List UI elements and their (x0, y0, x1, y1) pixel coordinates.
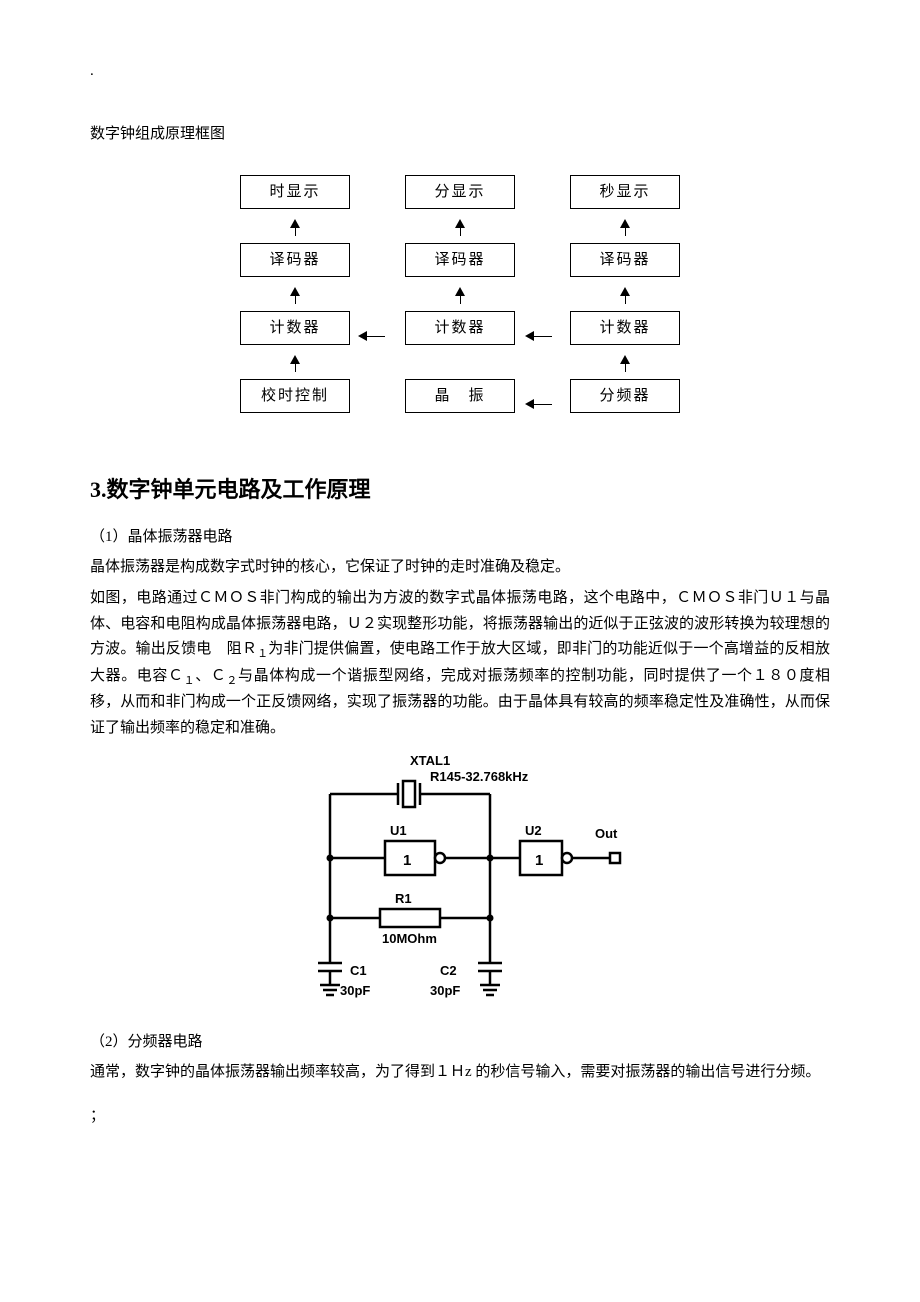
label-xtal: XTAL1 (410, 753, 450, 768)
arrow-up-icon (620, 287, 630, 304)
box-decoder-m: 译码器 (405, 243, 515, 277)
box-min-display: 分显示 (405, 175, 515, 209)
box-counter-s: 计数器 (570, 311, 680, 345)
label-r1: R1 (395, 891, 412, 906)
label-c2val: 30pF (430, 983, 460, 998)
arrow-up-icon (290, 287, 300, 304)
label-c1: C1 (350, 963, 367, 978)
label-c1val: 30pF (340, 983, 370, 998)
label-r1val: 10MOhm (382, 931, 437, 946)
paragraph-3: 通常，数字钟的晶体振荡器输出频率较高，为了得到１Ｈz 的秒信号输入，需要对振荡器… (90, 1060, 830, 1086)
paragraph-2: 如图，电路通过ＣＭＯＳ非门构成的输出为方波的数字式晶体振荡电路，这个电路中，ＣＭ… (90, 586, 830, 741)
arrow-up-icon (455, 287, 465, 304)
label-rfreq: R145-32.768kHz (430, 769, 529, 784)
box-divider: 分频器 (570, 379, 680, 413)
arrow-up-icon (455, 219, 465, 236)
subheading-1: （1）晶体振荡器电路 (90, 526, 830, 549)
box-oscillator: 晶 振 (405, 379, 515, 413)
circuit-diagram: XTAL1 R145-32.768kHz U1 1 U2 1 Out (90, 753, 830, 1013)
label-u2-one: 1 (535, 852, 543, 869)
label-u1: U1 (390, 823, 407, 838)
box-hour-display: 时显示 (240, 175, 350, 209)
arrow-left-icon (358, 331, 385, 341)
p2-part-c: 、Ｃ (195, 668, 226, 684)
sub-r1: １ (257, 648, 268, 660)
arrow-up-icon (620, 355, 630, 372)
page-semicolon: ； (90, 1105, 830, 1128)
arrow-left-icon (525, 399, 552, 409)
box-decoder-s: 译码器 (570, 243, 680, 277)
subheading-2: （2）分频器电路 (90, 1031, 830, 1054)
box-counter-m: 计数器 (405, 311, 515, 345)
arrow-left-icon (525, 331, 552, 341)
diagram-caption: 数字钟组成原理框图 (90, 123, 830, 146)
section-heading: 3.数字钟单元电路及工作原理 (90, 473, 830, 506)
box-time-adjust: 校时控制 (240, 379, 350, 413)
label-u1-one: 1 (403, 852, 411, 869)
label-c2: C2 (440, 963, 457, 978)
arrow-up-icon (620, 219, 630, 236)
sub-c2: ２ (226, 675, 238, 687)
arrow-up-icon (290, 355, 300, 372)
sub-c1: １ (184, 675, 196, 687)
label-out: Out (595, 826, 618, 841)
page-dot: . (90, 60, 830, 83)
arrow-up-icon (290, 219, 300, 236)
box-sec-display: 秒显示 (570, 175, 680, 209)
box-decoder-h: 译码器 (240, 243, 350, 277)
block-diagram: 时显示 分显示 秒显示 译码器 译码器 译码器 计数器 计数器 计数器 校时控制… (240, 175, 680, 413)
paragraph-1: 晶体振荡器是构成数字式时钟的核心，它保证了时钟的走时准确及稳定。 (90, 555, 830, 581)
box-counter-h: 计数器 (240, 311, 350, 345)
label-u2: U2 (525, 823, 542, 838)
